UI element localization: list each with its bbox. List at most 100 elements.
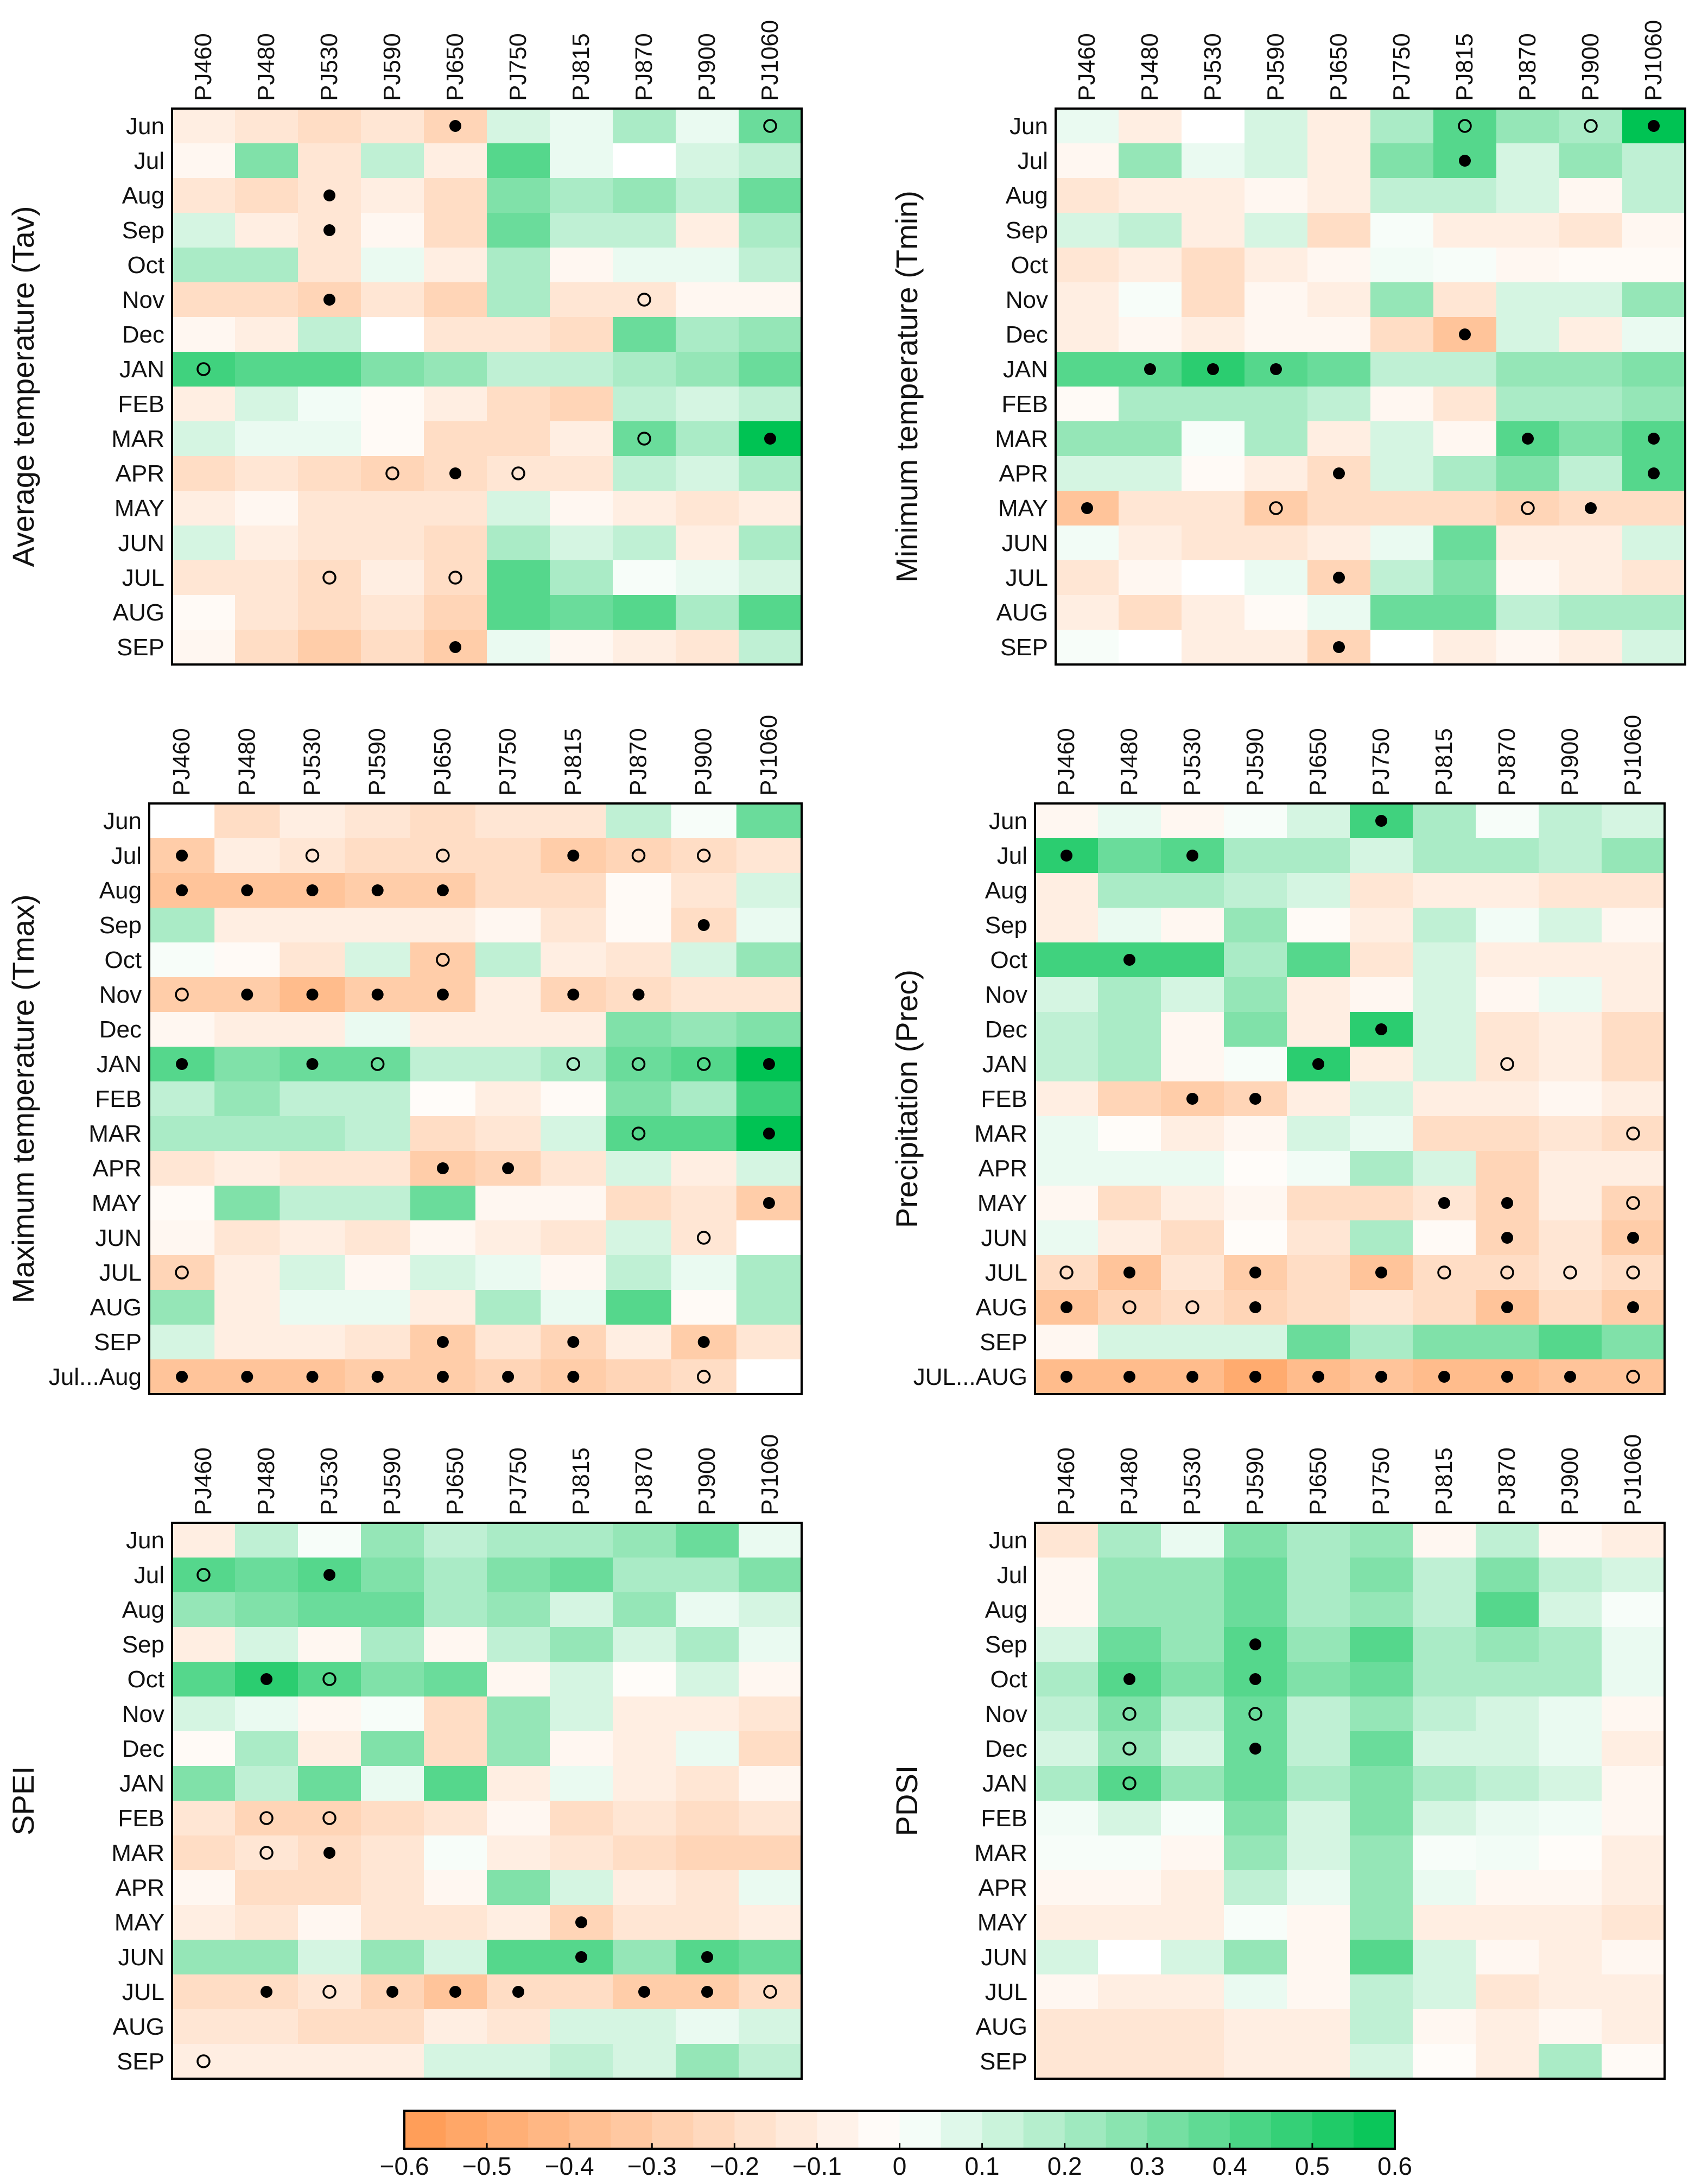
heat-cell <box>1035 1012 1099 1047</box>
heat-cell <box>1496 560 1560 596</box>
heat-cell <box>1350 1801 1413 1836</box>
heat-cell <box>1413 1255 1476 1290</box>
heat-cell <box>613 213 676 248</box>
column-label: PJ460 <box>190 33 217 101</box>
significance-dot-filled <box>436 1371 449 1383</box>
heat-cell <box>1602 942 1665 978</box>
heat-cell <box>1539 1905 1602 1940</box>
heat-cell <box>361 1766 424 1801</box>
heat-cell <box>235 560 299 596</box>
heat-cell <box>424 1835 487 1871</box>
heat-cell <box>1098 1731 1161 1767</box>
heat-cell <box>424 1523 487 1558</box>
column-label: PJ590 <box>379 1447 405 1515</box>
heat-cell <box>676 213 739 248</box>
row-label: Jun <box>989 1527 1027 1554</box>
column-label: PJ460 <box>190 1447 217 1515</box>
heat-cell <box>172 1558 236 1593</box>
heat-cell <box>1035 1255 1099 1290</box>
heat-cell <box>739 248 802 283</box>
heat-cell <box>1182 491 1245 526</box>
heat-cell <box>1245 595 1308 630</box>
heat-cell <box>361 1870 424 1906</box>
heat-cell <box>550 1592 613 1628</box>
heat-cell <box>172 1662 236 1697</box>
heat-cell <box>739 1905 802 1940</box>
heat-cell <box>1496 248 1560 283</box>
significance-dot-filled <box>1312 1371 1324 1383</box>
heat-cell <box>1350 1905 1413 1940</box>
heat-cell <box>613 1835 676 1871</box>
heat-cell <box>1602 1255 1665 1290</box>
heat-cell <box>1056 282 1119 318</box>
heat-cell <box>1370 317 1434 352</box>
column-label: PJ750 <box>494 728 521 796</box>
significance-dot-open <box>631 849 646 863</box>
significance-dot-open <box>566 1057 581 1071</box>
column-label: PJ530 <box>1199 33 1226 101</box>
heat-cell <box>475 873 541 908</box>
row-label: Jul <box>997 1562 1027 1588</box>
heat-cell <box>1098 1290 1161 1325</box>
heat-cell <box>736 1325 802 1360</box>
row-label: JUN <box>981 1944 1027 1971</box>
row-label: JAN <box>119 1770 164 1797</box>
heat-cell <box>475 803 541 839</box>
heat-cell <box>606 1290 672 1325</box>
significance-dot-open <box>196 1568 211 1582</box>
heat-cell <box>1602 1835 1665 1871</box>
significance-dot-filled <box>1061 850 1072 862</box>
heat-cell <box>487 560 550 596</box>
heat-cell <box>1350 1592 1413 1628</box>
significance-dot-filled <box>371 1371 384 1383</box>
row-label: Aug <box>985 1597 1027 1623</box>
heat-cell <box>1413 1870 1476 1906</box>
heat-cell <box>424 1662 487 1697</box>
heat-cell <box>1287 908 1350 943</box>
heat-cell <box>475 838 541 873</box>
heat-cell <box>1287 1766 1350 1801</box>
heat-cell <box>1035 1627 1099 1662</box>
heat-cell <box>550 491 613 526</box>
heat-cell <box>1182 595 1245 630</box>
heat-cell <box>1056 595 1119 630</box>
heat-cell <box>1433 282 1497 318</box>
row-label: FEB <box>118 1805 164 1832</box>
heat-cell <box>1370 352 1434 387</box>
heat-cell <box>739 595 802 630</box>
significance-dot-filled <box>697 1336 710 1348</box>
heat-cell <box>172 595 236 630</box>
heat-cell <box>1035 1766 1099 1801</box>
heat-cell <box>1602 1974 1665 2010</box>
row-label: JUL <box>985 1259 1027 1286</box>
column-label: PJ590 <box>1262 33 1289 101</box>
heat-cell <box>550 1627 613 1662</box>
heat-cell <box>214 1081 280 1117</box>
column-label: PJ870 <box>625 728 652 796</box>
column-label: PJ900 <box>694 33 720 101</box>
heat-cell <box>1287 1627 1350 1662</box>
heat-cell <box>487 421 550 457</box>
heat-cell <box>613 1696 676 1732</box>
heat-cell <box>361 1835 424 1871</box>
heat-cell <box>1224 977 1287 1012</box>
heat-cell <box>1224 2044 1287 2079</box>
heat-cell <box>739 178 802 213</box>
heat-cell <box>1098 1905 1161 1940</box>
heat-cell <box>1098 1186 1161 1221</box>
heat-cell <box>1350 1696 1413 1732</box>
heat-cell <box>298 1766 361 1801</box>
heat-cell <box>1413 1662 1476 1697</box>
heat-cell <box>149 1290 215 1325</box>
heat-cell <box>1370 109 1434 144</box>
heat-cell <box>1602 803 1665 839</box>
row-label: FEB <box>981 1805 1027 1832</box>
significance-dot-filled <box>241 989 253 1001</box>
heat-cell <box>1161 873 1224 908</box>
heat-cell <box>172 387 236 422</box>
significance-dot-open <box>196 2054 211 2068</box>
colorbar-bin <box>1064 2111 1107 2149</box>
heat-cell <box>1224 1905 1287 1940</box>
column-label: PJ1060 <box>757 20 783 101</box>
heat-cell <box>1413 1940 1476 1975</box>
